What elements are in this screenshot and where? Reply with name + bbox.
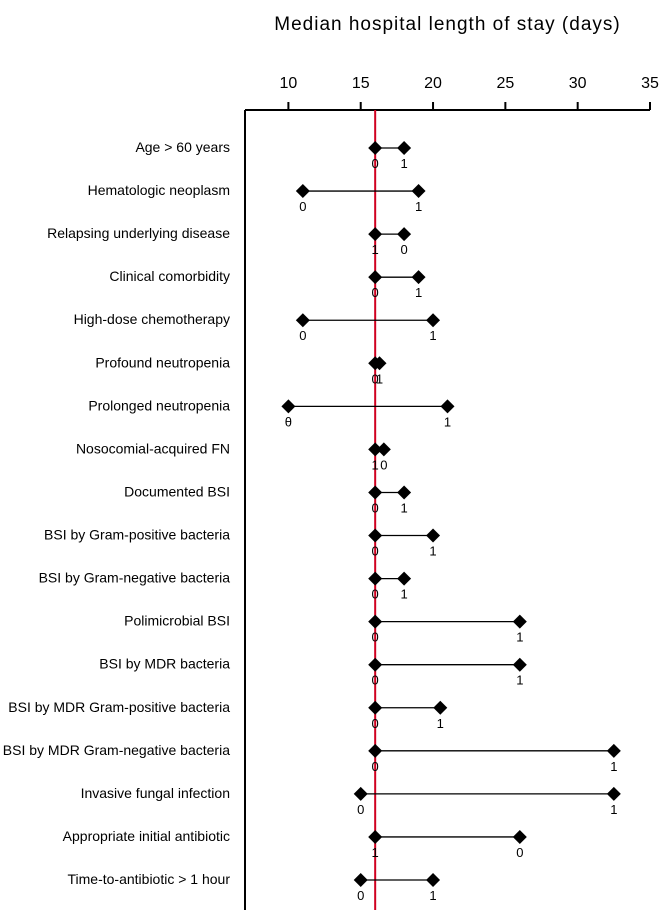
marker-tag: 0	[400, 242, 407, 257]
row-label: Relapsing underlying disease	[47, 225, 230, 241]
x-tick-label: 30	[569, 75, 587, 92]
marker-tag: θ	[285, 414, 292, 429]
marker-tag: 0	[372, 587, 379, 602]
marker-tag: 1	[429, 544, 436, 559]
marker-tag: 0	[372, 759, 379, 774]
marker-tag: 1	[376, 371, 383, 386]
marker-tag: 1	[429, 328, 436, 343]
marker-tag: 0	[357, 802, 364, 817]
marker-tag: 1	[400, 587, 407, 602]
row-label: BSI by Gram-negative bacteria	[39, 570, 231, 586]
marker-tag: 1	[429, 888, 436, 903]
row-label: Nosocomial-acquired FN	[76, 440, 230, 456]
marker-tag: 1	[372, 845, 379, 860]
row-label: BSI by MDR bacteria	[99, 656, 230, 672]
row-label: Prolonged neutropenia	[88, 397, 230, 413]
marker-tag: 0	[380, 457, 387, 472]
marker-tag: 1	[400, 500, 407, 515]
chart-title: Median hospital length of stay (days)	[274, 14, 620, 35]
row-label: Hematologic neoplasm	[88, 182, 230, 198]
marker-tag: 1	[437, 716, 444, 731]
marker-tag: 0	[516, 845, 523, 860]
row-label: Appropriate initial antibiotic	[63, 828, 230, 844]
marker-tag: 1	[372, 242, 379, 257]
marker-tag: 1	[415, 199, 422, 214]
marker-tag: 0	[372, 156, 379, 171]
chart-container: Median hospital length of stay (days)101…	[0, 0, 666, 921]
row-label: Polimicrobial BSI	[124, 613, 230, 629]
row-label: Clinical comorbidity	[109, 268, 230, 284]
row-label: BSI by Gram-positive bacteria	[44, 527, 230, 543]
marker-tag: 0	[299, 328, 306, 343]
marker-tag: 0	[357, 888, 364, 903]
marker-tag: 0	[372, 716, 379, 731]
row-label: Documented BSI	[124, 483, 230, 499]
marker-tag: 1	[516, 630, 523, 645]
row-label: BSI by MDR Gram-positive bacteria	[8, 699, 230, 715]
marker-tag: 0	[372, 285, 379, 300]
marker-tag: 0	[372, 544, 379, 559]
marker-tag: 0	[372, 630, 379, 645]
row-label: Invasive fungal infection	[81, 785, 230, 801]
x-tick-label: 35	[641, 75, 659, 92]
x-tick-label: 15	[352, 75, 370, 92]
x-tick-label: 10	[279, 75, 297, 92]
row-label: Age > 60 years	[135, 139, 230, 155]
marker-tag: 1	[372, 457, 379, 472]
row-label: BSI by MDR Gram-negative bacteria	[3, 742, 230, 758]
marker-tag: 0	[372, 500, 379, 515]
forest-plot: Median hospital length of stay (days)101…	[0, 0, 666, 921]
x-tick-label: 20	[424, 75, 442, 92]
marker-tag: 1	[400, 156, 407, 171]
plot-bg	[0, 0, 666, 921]
x-tick-label: 25	[496, 75, 514, 92]
marker-tag: 1	[444, 414, 451, 429]
marker-tag: 1	[415, 285, 422, 300]
row-label: Time-to-antibiotic > 1 hour	[68, 871, 231, 887]
marker-tag: 0	[372, 673, 379, 688]
marker-tag: 1	[610, 759, 617, 774]
marker-tag: 0	[299, 199, 306, 214]
row-label: Profound neutropenia	[95, 354, 230, 370]
row-label: High-dose chemotherapy	[74, 311, 230, 327]
marker-tag: 1	[610, 802, 617, 817]
marker-tag: 1	[516, 673, 523, 688]
